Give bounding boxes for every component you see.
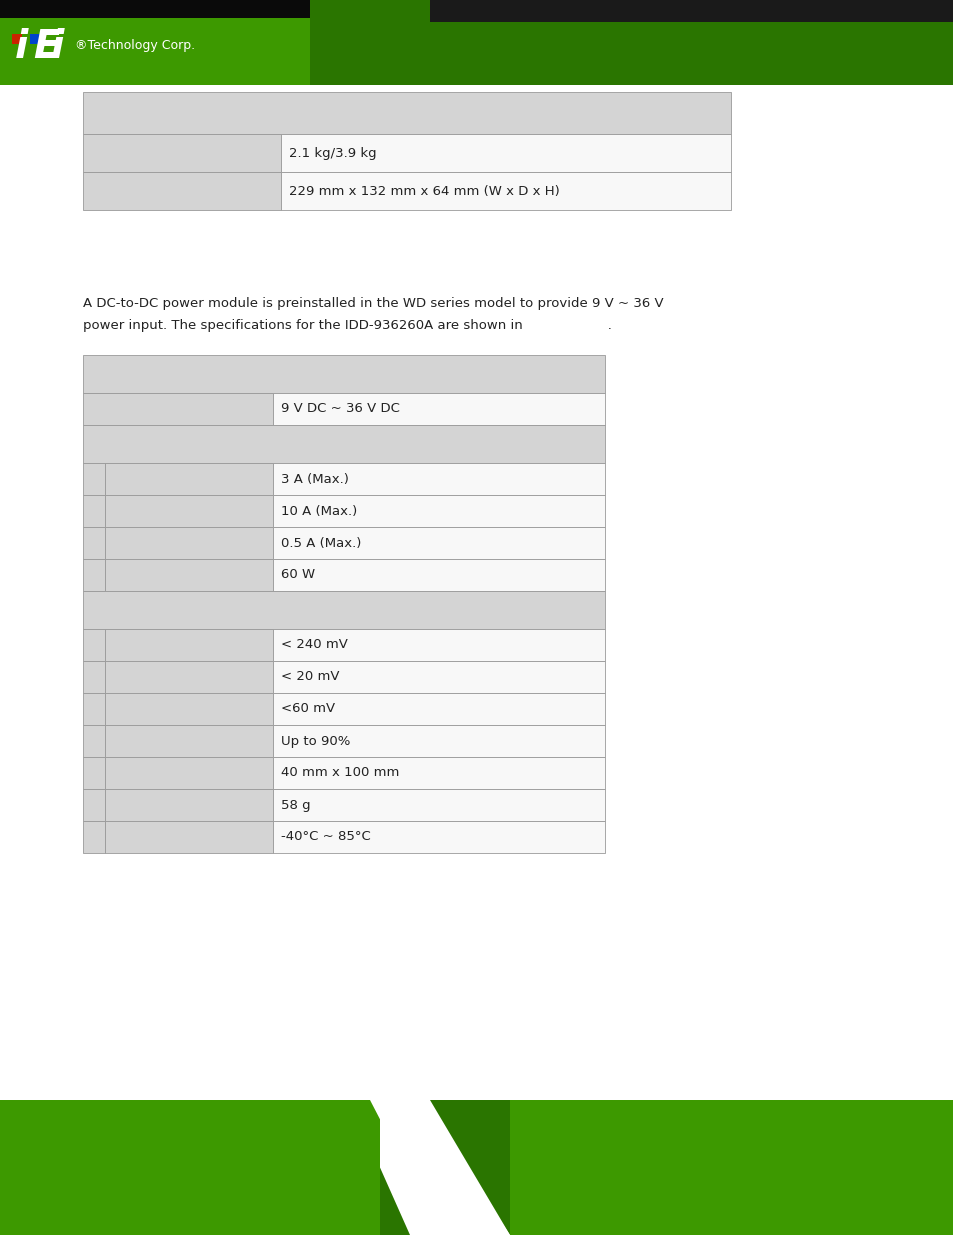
- Bar: [105, 757, 273, 789]
- Text: 9 V DC ~ 36 V DC: 9 V DC ~ 36 V DC: [281, 403, 399, 415]
- Text: 58 g: 58 g: [281, 799, 311, 811]
- Bar: [83, 425, 604, 463]
- Text: 3 A (Max.): 3 A (Max.): [281, 473, 349, 485]
- Bar: [273, 495, 604, 527]
- Bar: [105, 725, 273, 757]
- Bar: [83, 757, 105, 789]
- Bar: [83, 559, 105, 592]
- Bar: [83, 527, 105, 559]
- Polygon shape: [270, 1150, 390, 1235]
- Polygon shape: [370, 1100, 510, 1235]
- Polygon shape: [350, 1100, 510, 1235]
- Bar: [273, 661, 604, 693]
- Text: -40°C ~ 85°C: -40°C ~ 85°C: [281, 830, 371, 844]
- Bar: [83, 91, 730, 135]
- Text: power input. The specifications for the IDD-936260A are shown in                : power input. The specifications for the …: [83, 319, 611, 331]
- Bar: [83, 821, 105, 853]
- Bar: [273, 393, 604, 425]
- Bar: [105, 693, 273, 725]
- Bar: [105, 495, 273, 527]
- Bar: [83, 463, 105, 495]
- Bar: [281, 172, 730, 210]
- Text: 60 W: 60 W: [281, 568, 314, 582]
- Text: <60 mV: <60 mV: [281, 703, 335, 715]
- Bar: [430, 22, 953, 85]
- Bar: [105, 629, 273, 661]
- Bar: [83, 135, 281, 172]
- Text: E: E: [33, 28, 59, 65]
- Bar: [83, 495, 105, 527]
- Bar: [510, 1100, 953, 1235]
- Bar: [273, 559, 604, 592]
- Bar: [83, 789, 105, 821]
- Text: Up to 90%: Up to 90%: [281, 735, 350, 747]
- Text: < 240 mV: < 240 mV: [281, 638, 348, 652]
- Bar: [83, 725, 105, 757]
- Text: 10 A (Max.): 10 A (Max.): [281, 505, 356, 517]
- Bar: [83, 693, 105, 725]
- Bar: [105, 789, 273, 821]
- Bar: [273, 463, 604, 495]
- Text: 40 mm x 100 mm: 40 mm x 100 mm: [281, 767, 399, 779]
- Bar: [0, 19, 285, 85]
- Text: 0.5 A (Max.): 0.5 A (Max.): [281, 536, 361, 550]
- Bar: [0, 1100, 953, 1235]
- Bar: [281, 135, 730, 172]
- Bar: [83, 393, 273, 425]
- Text: ®Technology Corp.: ®Technology Corp.: [75, 38, 195, 52]
- Polygon shape: [339, 1150, 444, 1235]
- Bar: [12, 35, 22, 44]
- Bar: [83, 592, 604, 629]
- Bar: [273, 789, 604, 821]
- Text: i: i: [15, 28, 29, 65]
- Bar: [0, 0, 310, 19]
- Bar: [273, 821, 604, 853]
- Bar: [430, 0, 953, 22]
- Bar: [30, 35, 40, 44]
- Bar: [0, 1100, 379, 1235]
- Bar: [273, 527, 604, 559]
- Bar: [83, 661, 105, 693]
- Bar: [105, 463, 273, 495]
- Bar: [0, 0, 953, 85]
- Text: < 20 mV: < 20 mV: [281, 671, 339, 683]
- Text: A DC-to-DC power module is preinstalled in the WD series model to provide 9 V ~ : A DC-to-DC power module is preinstalled …: [83, 296, 663, 310]
- Bar: [273, 725, 604, 757]
- Bar: [273, 629, 604, 661]
- Bar: [105, 559, 273, 592]
- Text: i: i: [51, 28, 64, 65]
- Bar: [105, 527, 273, 559]
- Bar: [105, 821, 273, 853]
- Text: 229 mm x 132 mm x 64 mm (W x D x H): 229 mm x 132 mm x 64 mm (W x D x H): [289, 184, 559, 198]
- Bar: [83, 172, 281, 210]
- Bar: [0, 0, 310, 85]
- Bar: [273, 693, 604, 725]
- Bar: [105, 661, 273, 693]
- Bar: [83, 629, 105, 661]
- Text: 2.1 kg/3.9 kg: 2.1 kg/3.9 kg: [289, 147, 376, 159]
- Bar: [83, 354, 604, 393]
- Bar: [273, 757, 604, 789]
